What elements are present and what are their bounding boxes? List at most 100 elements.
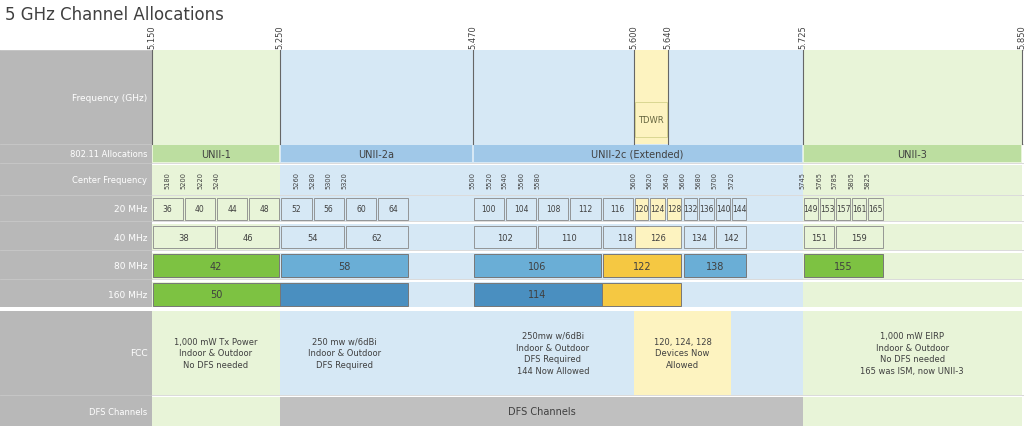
Bar [634, 311, 731, 395]
Bar [667, 198, 682, 220]
Text: 104: 104 [514, 204, 528, 214]
Bar [152, 51, 281, 145]
Bar [803, 311, 1022, 395]
Text: 5200: 5200 [181, 172, 186, 189]
Bar [281, 397, 803, 426]
Bar [474, 146, 802, 163]
Bar [803, 282, 1022, 308]
Text: 5.725: 5.725 [798, 25, 807, 49]
Text: 5.600: 5.600 [630, 25, 638, 49]
Bar [281, 145, 473, 164]
Bar [803, 397, 1022, 426]
Bar [506, 198, 537, 220]
Text: 120: 120 [635, 204, 649, 214]
Text: Frequency (GHz): Frequency (GHz) [73, 93, 147, 103]
Bar [570, 198, 600, 220]
Bar [217, 227, 280, 249]
Bar [0, 311, 152, 426]
Text: 5520: 5520 [486, 172, 493, 189]
Text: 58: 58 [339, 261, 351, 271]
Text: 134: 134 [690, 233, 707, 242]
Text: 1,000 mW Tx Power
Indoor & Outdoor
No DFS needed: 1,000 mW Tx Power Indoor & Outdoor No DF… [174, 337, 258, 369]
Bar [635, 227, 682, 249]
Text: 36: 36 [163, 204, 172, 214]
Text: 5720: 5720 [728, 172, 734, 189]
Bar [473, 145, 803, 164]
Text: 5280: 5280 [309, 172, 315, 189]
Bar [602, 227, 648, 249]
Text: 50: 50 [210, 290, 222, 300]
Bar [153, 283, 281, 306]
Text: 5600: 5600 [631, 172, 637, 189]
Bar [635, 198, 648, 220]
Text: 5260: 5260 [293, 172, 299, 189]
Text: 5220: 5220 [198, 172, 204, 189]
Text: 108: 108 [546, 204, 560, 214]
Bar [152, 253, 281, 279]
Text: 5560: 5560 [518, 172, 524, 189]
Text: 138: 138 [706, 261, 724, 271]
Text: 161: 161 [852, 204, 866, 214]
Bar [836, 198, 850, 220]
Bar [152, 165, 281, 195]
Text: 128: 128 [667, 204, 681, 214]
Text: 5580: 5580 [535, 172, 540, 189]
Text: 40 MHz: 40 MHz [114, 233, 147, 242]
Bar [803, 145, 1022, 164]
Bar [152, 196, 281, 222]
Text: 5300: 5300 [326, 172, 331, 189]
Text: 54: 54 [307, 233, 317, 242]
Bar [249, 198, 280, 220]
Bar [217, 198, 247, 220]
Bar [346, 198, 376, 220]
Bar [474, 255, 600, 278]
Text: 5.470: 5.470 [468, 25, 477, 49]
Bar [836, 227, 883, 249]
Bar [281, 51, 473, 145]
Text: 20 MHz: 20 MHz [114, 204, 147, 214]
Bar [473, 196, 803, 222]
Text: 5.640: 5.640 [664, 25, 672, 49]
Text: 802.11 Allocations: 802.11 Allocations [70, 150, 147, 159]
Bar [152, 397, 281, 426]
Bar [539, 227, 600, 249]
Text: 165: 165 [868, 204, 883, 214]
Text: 5.150: 5.150 [147, 26, 156, 49]
Text: 5240: 5240 [213, 172, 219, 189]
Text: 1,000 mW EIRP
Indoor & Outdoor
No DFS needed
165 was ISM, now UNII-3: 1,000 mW EIRP Indoor & Outdoor No DFS ne… [860, 331, 964, 375]
Text: 149: 149 [804, 204, 818, 214]
Bar [684, 198, 697, 220]
Text: 52: 52 [292, 204, 301, 214]
Text: 80 MHz: 80 MHz [114, 262, 147, 271]
Text: DFS Channels: DFS Channels [508, 406, 575, 417]
Bar [804, 198, 818, 220]
Text: 114: 114 [528, 290, 547, 300]
Text: 5700: 5700 [712, 172, 718, 189]
Bar [820, 198, 834, 220]
Text: 136: 136 [699, 204, 714, 214]
Text: 5660: 5660 [680, 172, 685, 189]
Text: UNII-1: UNII-1 [201, 150, 230, 159]
Bar [803, 253, 1022, 279]
Text: 5640: 5640 [663, 172, 669, 189]
Bar [281, 282, 473, 308]
Bar [804, 146, 1021, 163]
Text: 116: 116 [610, 204, 625, 214]
Text: 120, 124, 128
Devices Now
Allowed: 120, 124, 128 Devices Now Allowed [653, 337, 712, 369]
Text: 102: 102 [497, 233, 513, 242]
Bar [634, 51, 668, 145]
Text: 100: 100 [481, 204, 496, 214]
Bar [153, 146, 280, 163]
Text: 56: 56 [324, 204, 334, 214]
Bar [153, 227, 215, 249]
Bar [699, 198, 714, 220]
Bar [313, 198, 344, 220]
Bar [803, 165, 1022, 195]
Text: UNII-2c (Extended): UNII-2c (Extended) [592, 150, 684, 159]
Bar [474, 198, 504, 220]
Text: 44: 44 [227, 204, 237, 214]
Bar [804, 255, 883, 278]
Text: 5680: 5680 [695, 172, 701, 189]
Bar [803, 196, 1022, 222]
Text: 159: 159 [851, 233, 867, 242]
